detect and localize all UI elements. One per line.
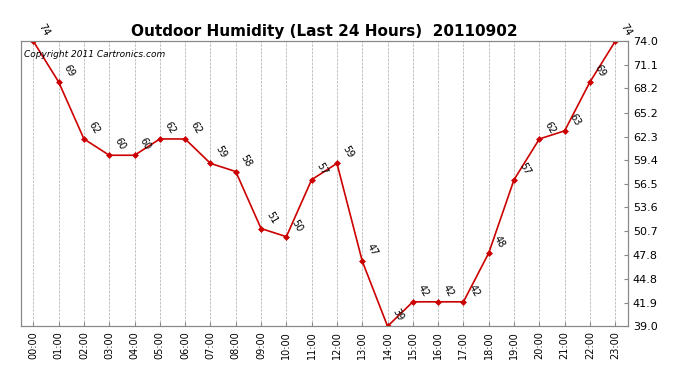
Text: 42: 42: [466, 283, 482, 298]
Text: 51: 51: [264, 210, 279, 225]
Text: 42: 42: [416, 283, 431, 298]
Text: 47: 47: [365, 242, 380, 258]
Text: 57: 57: [315, 160, 330, 176]
Text: 62: 62: [87, 120, 102, 136]
Text: 50: 50: [289, 218, 304, 233]
Text: 74: 74: [37, 22, 51, 38]
Text: 74: 74: [618, 22, 633, 38]
Text: 62: 62: [188, 120, 203, 136]
Text: 63: 63: [568, 112, 582, 128]
Text: 39: 39: [391, 308, 405, 323]
Text: 57: 57: [517, 160, 532, 176]
Text: 59: 59: [213, 144, 228, 160]
Text: 60: 60: [112, 136, 127, 152]
Text: 48: 48: [492, 234, 506, 250]
Text: 59: 59: [340, 144, 355, 160]
Text: 62: 62: [163, 120, 178, 136]
Text: 62: 62: [542, 120, 558, 136]
Text: 42: 42: [441, 283, 456, 298]
Title: Outdoor Humidity (Last 24 Hours)  20110902: Outdoor Humidity (Last 24 Hours) 2011090…: [131, 24, 518, 39]
Text: 69: 69: [61, 63, 77, 79]
Text: 69: 69: [593, 63, 608, 79]
Text: 60: 60: [137, 136, 152, 152]
Text: Copyright 2011 Cartronics.com: Copyright 2011 Cartronics.com: [23, 50, 165, 59]
Text: 58: 58: [239, 153, 254, 168]
